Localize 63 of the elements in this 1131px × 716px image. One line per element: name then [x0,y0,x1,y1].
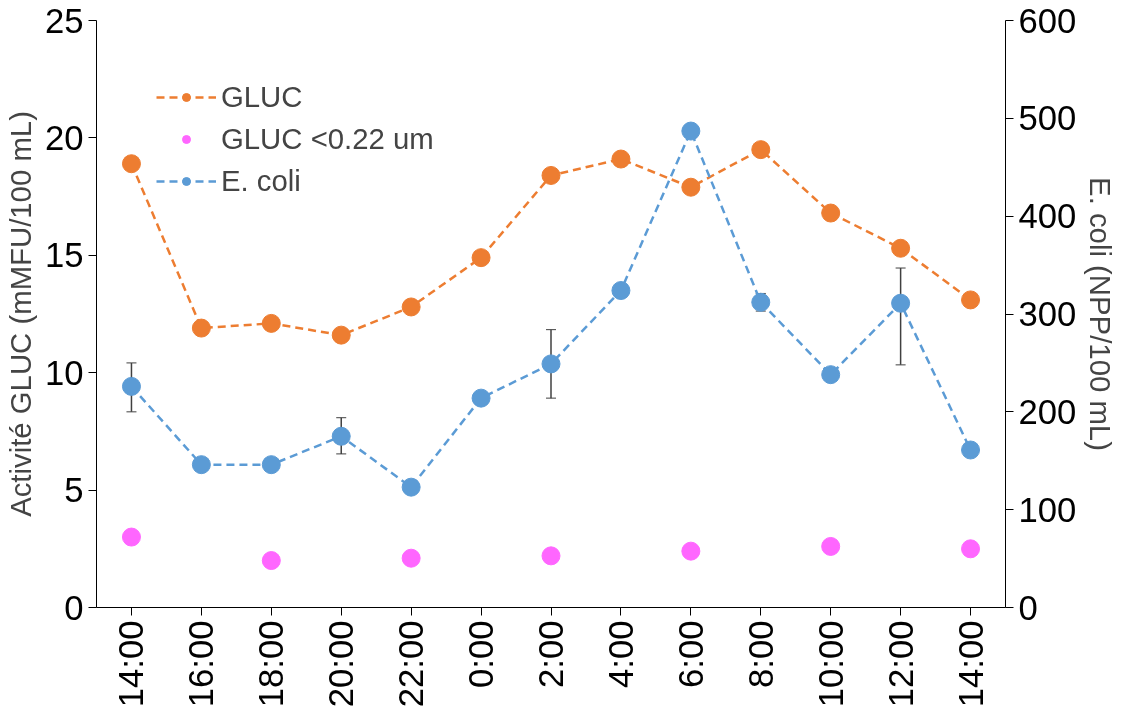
point [191,318,211,338]
x-tick-label: 20:00 [322,620,361,708]
x-tick-label: 8:00 [741,620,780,688]
point [681,121,701,141]
y-tick-label: 5 [64,471,84,510]
y-tick-label: 20 [44,118,84,157]
point [401,548,421,568]
point [541,165,561,185]
y-tick-label: 25 [44,1,84,40]
point [121,154,141,174]
point [751,140,771,160]
point [961,440,981,460]
point [821,203,841,223]
x-tick-label: 18:00 [252,620,291,708]
point [541,354,561,374]
y2-axis-title: E. coli (NPP/100 mL) [1084,177,1118,451]
point [261,313,281,333]
point [261,551,281,571]
x-tick-label: 6:00 [671,620,710,688]
point [121,376,141,396]
y-tick-label: 15 [44,236,84,275]
point [541,546,561,566]
x-tick-label: 16:00 [182,620,221,708]
x-tick-label: 2:00 [532,620,570,688]
y-tick-label: 10 [44,353,84,392]
y2-tick-label: 0 [1018,588,1038,627]
point [191,455,211,475]
x-tick-label: 14:00 [951,620,990,708]
point [681,541,701,561]
y2-tick-label: 400 [1018,197,1077,236]
y2-tick-label: 500 [1018,99,1077,138]
point [611,281,631,300]
point [681,177,701,197]
legend-label: GLUC <0.22 um [221,122,434,156]
point [961,290,981,310]
point [331,325,351,345]
y-axis-title: Activité GLUC (mMFU/100 mL) [3,111,37,517]
point [471,388,491,408]
point [821,365,841,385]
x-tick-label: 4:00 [601,620,640,688]
point [471,248,491,268]
point [891,293,911,313]
point [261,455,281,475]
point [121,527,141,547]
point [331,426,351,446]
point [401,477,421,497]
point [891,238,911,258]
y2-tick-label: 200 [1018,392,1077,431]
point [821,536,841,556]
y-tick-label: 0 [64,588,84,627]
point [961,539,981,559]
legend-label: GLUC [221,80,303,114]
x-tick-label: 14:00 [112,620,151,708]
x-tick-label: 10:00 [811,620,850,708]
x-tick-label: 22:00 [392,620,431,708]
legend-label: E. coli [221,164,301,198]
point [611,149,631,169]
x-tick-label: 0:00 [462,620,501,688]
y2-tick-label: 100 [1018,490,1077,529]
y2-tick-label: 600 [1018,1,1077,40]
y2-tick-label: 300 [1018,295,1077,333]
x-tick-label: 12:00 [881,620,920,708]
point [401,297,421,317]
